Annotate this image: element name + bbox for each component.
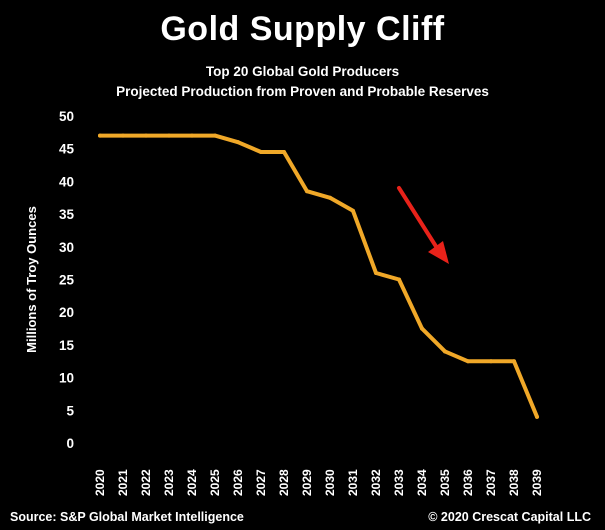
y-tick-label: 40 [59, 174, 74, 189]
x-tick-label: 2034 [415, 469, 429, 496]
x-tick-label: 2030 [323, 469, 337, 496]
y-tick-label: 0 [66, 436, 74, 451]
x-tick-label: 2023 [162, 469, 176, 496]
y-tick-label: 50 [59, 109, 74, 124]
data-point [489, 359, 493, 364]
series-line [98, 133, 539, 419]
copyright-note: © 2020 Crescat Capital LLC [428, 510, 591, 524]
data-point [98, 133, 102, 138]
x-tick-label: 2032 [369, 469, 383, 496]
data-point [374, 270, 378, 275]
y-tick-label: 45 [59, 142, 75, 157]
x-tick-label: 2033 [392, 469, 406, 496]
data-point [535, 414, 539, 419]
y-tick-label: 10 [59, 371, 74, 386]
data-point [144, 133, 148, 138]
chart-subtitle-line-1: Top 20 Global Gold Producers [205, 64, 400, 79]
data-point [190, 133, 194, 138]
y-tick-label: 15 [59, 338, 75, 353]
x-tick-label: 2035 [438, 469, 452, 496]
source-note: Source: S&P Global Market Intelligence [10, 510, 244, 524]
data-point [282, 149, 286, 154]
x-tick-label: 2031 [346, 469, 360, 496]
x-tick-label: 2039 [530, 469, 544, 496]
data-point [236, 140, 240, 145]
x-tick-label: 2025 [208, 469, 222, 496]
chart-subtitle-line-2: Projected Production from Proven and Pro… [116, 84, 489, 99]
data-point [351, 208, 355, 213]
x-tick-label: 2028 [277, 469, 291, 496]
data-point [328, 195, 332, 200]
y-tick-label: 35 [59, 207, 75, 222]
x-tick-label: 2037 [484, 469, 498, 496]
x-tick-label: 2021 [116, 469, 130, 496]
y-tick-label: 5 [66, 403, 74, 418]
y-tick-label: 25 [59, 273, 75, 288]
x-tick-label: 2038 [507, 469, 521, 496]
trend-arrow-head [428, 241, 449, 264]
data-point [121, 133, 125, 138]
x-tick-label: 2024 [185, 469, 199, 496]
x-tick-label: 2026 [231, 469, 245, 496]
chart-title: Gold Supply Cliff [160, 10, 445, 48]
y-tick-label: 30 [59, 240, 74, 255]
x-tick-label: 2020 [93, 469, 107, 496]
x-tick-label: 2029 [300, 469, 314, 496]
x-tick-label: 2027 [254, 469, 268, 496]
y-tick-label: 20 [59, 305, 74, 320]
data-point [512, 359, 516, 364]
trend-arrow-shaft [397, 186, 439, 250]
y-axis-label: Millions of Troy Ounces [24, 206, 39, 353]
data-point [259, 149, 263, 154]
x-tick-label: 2036 [461, 469, 475, 496]
data-point [397, 277, 401, 282]
x-tick-label: 2022 [139, 469, 153, 496]
data-point [213, 133, 217, 138]
data-point [466, 359, 470, 364]
data-point [420, 326, 424, 331]
data-point [167, 133, 171, 138]
data-point [443, 349, 447, 354]
data-point [305, 189, 309, 194]
